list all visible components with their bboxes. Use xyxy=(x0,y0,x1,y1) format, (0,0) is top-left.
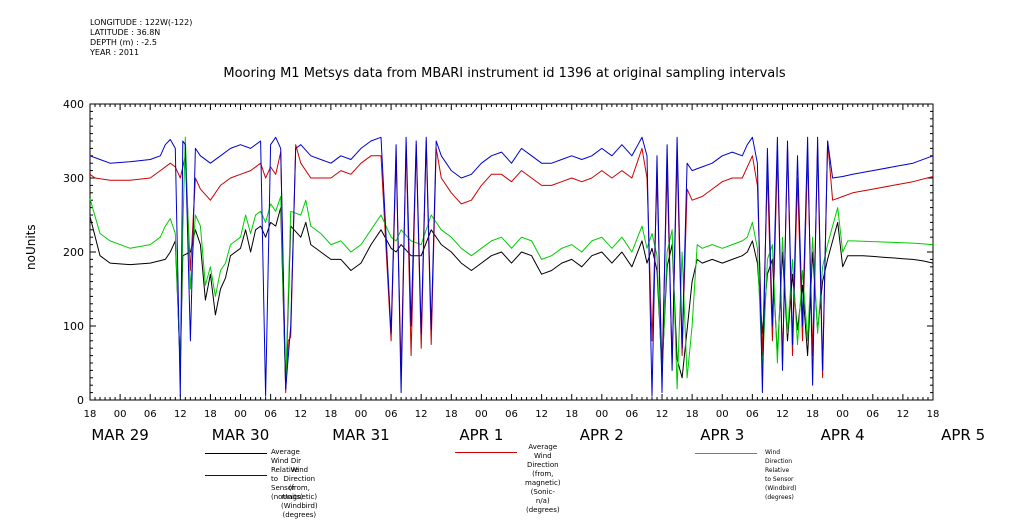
x-tick-label: 18 xyxy=(686,409,699,420)
x-tick-label: 18 xyxy=(565,409,578,420)
x-tick-label: 00 xyxy=(355,409,368,420)
x-date-label: MAR 29 xyxy=(91,426,148,444)
x-date-label: APR 3 xyxy=(700,426,744,444)
x-tick-label: 06 xyxy=(626,409,639,420)
x-date-label: MAR 31 xyxy=(332,426,389,444)
x-tick-label: 12 xyxy=(656,409,669,420)
y-tick-label: 200 xyxy=(63,246,84,259)
x-tick-label: 00 xyxy=(475,409,488,420)
y-tick-labels: 0 100 200 300 400 xyxy=(63,98,84,407)
x-date-label: APR 5 xyxy=(941,426,985,444)
metadata-block: LONGITUDE : 122W(-122) LATITUDE : 36.8N … xyxy=(90,18,192,58)
x-tick-label: 18 xyxy=(806,409,819,420)
legend-swatch-green xyxy=(695,453,757,454)
legend-label-blue: Wind Direction (from, magnetic) (Windbir… xyxy=(281,466,318,519)
series-line-direction-windbird xyxy=(89,136,934,397)
tick-marks xyxy=(89,103,934,401)
x-tick-label: 18 xyxy=(927,409,940,420)
x-tick-label: 12 xyxy=(897,409,910,420)
x-tick-label: 12 xyxy=(415,409,428,420)
plot-frame xyxy=(89,103,934,401)
x-tick-label: 12 xyxy=(294,409,307,420)
x-tick-label: 18 xyxy=(84,409,97,420)
x-tick-label: 18 xyxy=(445,409,458,420)
year-text: YEAR : 2011 xyxy=(90,48,140,57)
x-tick-label: 06 xyxy=(144,409,157,420)
y-tick-label: 100 xyxy=(63,320,84,333)
series-lines xyxy=(89,136,934,397)
y-tick-label: 400 xyxy=(63,98,84,111)
y-axis-label: noUnits xyxy=(24,224,38,270)
x-tick-label: 06 xyxy=(505,409,518,420)
depth-text: DEPTH (m) : -2.5 xyxy=(90,38,157,47)
x-tick-label: 00 xyxy=(716,409,729,420)
x-tick-label: 06 xyxy=(264,409,277,420)
x-tick-label: 00 xyxy=(234,409,247,420)
longitude-text: LONGITUDE : 122W(-122) xyxy=(90,18,193,27)
x-date-label: APR 4 xyxy=(821,426,865,444)
legend-label-black: Average Wind Dir Relative to Sensor (noU… xyxy=(271,448,304,501)
y-tick-label: 300 xyxy=(63,172,84,185)
legend-swatch-red xyxy=(455,452,517,453)
legend-label-red: Average Wind Direction (from, magnetic) … xyxy=(525,443,561,514)
x-tick-label: 12 xyxy=(776,409,789,420)
x-date-label: APR 1 xyxy=(459,426,503,444)
legend-swatch-black xyxy=(205,453,267,454)
series-line-relative-avg xyxy=(89,207,934,390)
x-tick-label: 12 xyxy=(535,409,548,420)
chart-title: Mooring M1 Metsys data from MBARI instru… xyxy=(223,66,786,81)
x-tick-label: 06 xyxy=(385,409,398,420)
x-tick-label: 12 xyxy=(174,409,187,420)
x-date-label: APR 2 xyxy=(580,426,624,444)
x-tick-label: 18 xyxy=(204,409,217,420)
legend-label-green: Wind Direction Relative to Sensor (Windb… xyxy=(765,449,797,501)
x-tick-label: 06 xyxy=(866,409,879,420)
x-tick-label: 00 xyxy=(595,409,608,420)
x-tick-label: 00 xyxy=(836,409,849,420)
x-date-label: MAR 30 xyxy=(212,426,269,444)
x-date-labels: MAR 29 MAR 30 MAR 31 APR 1 APR 2 APR 3 APR 4 AP… xyxy=(91,426,985,444)
x-hour-tick-labels: 18 00 06 12 18 00 06 12 18 00 06 12 18 00 06 12 18 00 06 12… xyxy=(84,409,940,420)
y-tick-label: 0 xyxy=(77,394,84,407)
x-tick-label: 06 xyxy=(746,409,759,420)
x-tick-label: 18 xyxy=(324,409,337,420)
legend-swatch-blue xyxy=(205,475,267,476)
latitude-text: LATITUDE : 36.8N xyxy=(90,28,161,37)
x-tick-label: 00 xyxy=(114,409,127,420)
